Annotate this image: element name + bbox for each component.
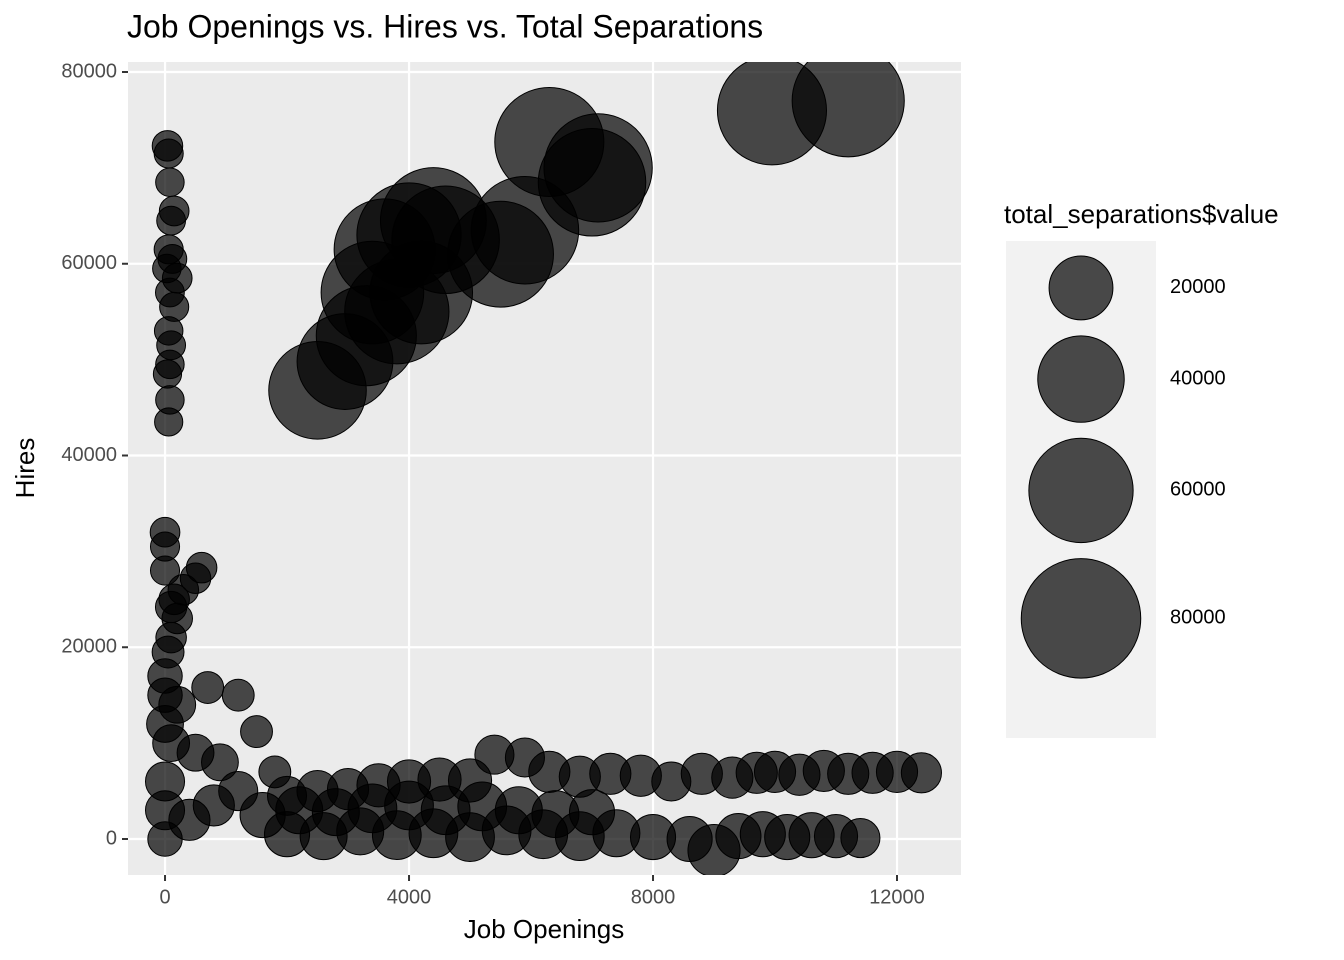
bubble bbox=[240, 715, 273, 749]
x-tick-label: 4000 bbox=[387, 886, 432, 908]
bubble bbox=[221, 678, 255, 712]
bubble bbox=[152, 359, 183, 389]
legend-label: 20000 bbox=[1170, 276, 1226, 298]
y-axis-label: Hires bbox=[10, 438, 40, 499]
legend-label: 80000 bbox=[1170, 607, 1226, 629]
y-tick-label: 60000 bbox=[61, 252, 117, 274]
x-tick-label: 8000 bbox=[631, 886, 676, 908]
chart-title: Job Openings vs. Hires vs. Total Separat… bbox=[127, 8, 763, 44]
y-tick-label: 40000 bbox=[61, 444, 117, 466]
legend-label: 60000 bbox=[1170, 479, 1226, 501]
bubble bbox=[791, 62, 905, 158]
x-tick-label: 0 bbox=[159, 886, 170, 908]
legend-key bbox=[1020, 558, 1142, 679]
bubble bbox=[154, 407, 184, 437]
bubble bbox=[900, 752, 942, 794]
y-tick-label: 80000 bbox=[61, 60, 117, 82]
bubble bbox=[155, 167, 185, 198]
bubble bbox=[840, 818, 881, 859]
bubble bbox=[201, 743, 239, 782]
legend-label: 40000 bbox=[1170, 367, 1226, 389]
legend-key bbox=[1037, 335, 1125, 423]
bubble bbox=[568, 789, 616, 836]
y-tick-label: 0 bbox=[106, 827, 117, 849]
bubble bbox=[153, 138, 184, 169]
bubble bbox=[543, 113, 653, 223]
bubble bbox=[156, 205, 187, 236]
x-axis-label: Job Openings bbox=[464, 914, 624, 944]
x-tick-label: 12000 bbox=[869, 886, 925, 908]
legend-title: total_separations$value bbox=[1004, 199, 1279, 229]
y-tick-label: 20000 bbox=[61, 636, 117, 658]
legend-key bbox=[1048, 255, 1114, 321]
legend-key bbox=[1028, 437, 1134, 544]
bubble bbox=[191, 671, 225, 704]
bubble bbox=[149, 555, 181, 586]
